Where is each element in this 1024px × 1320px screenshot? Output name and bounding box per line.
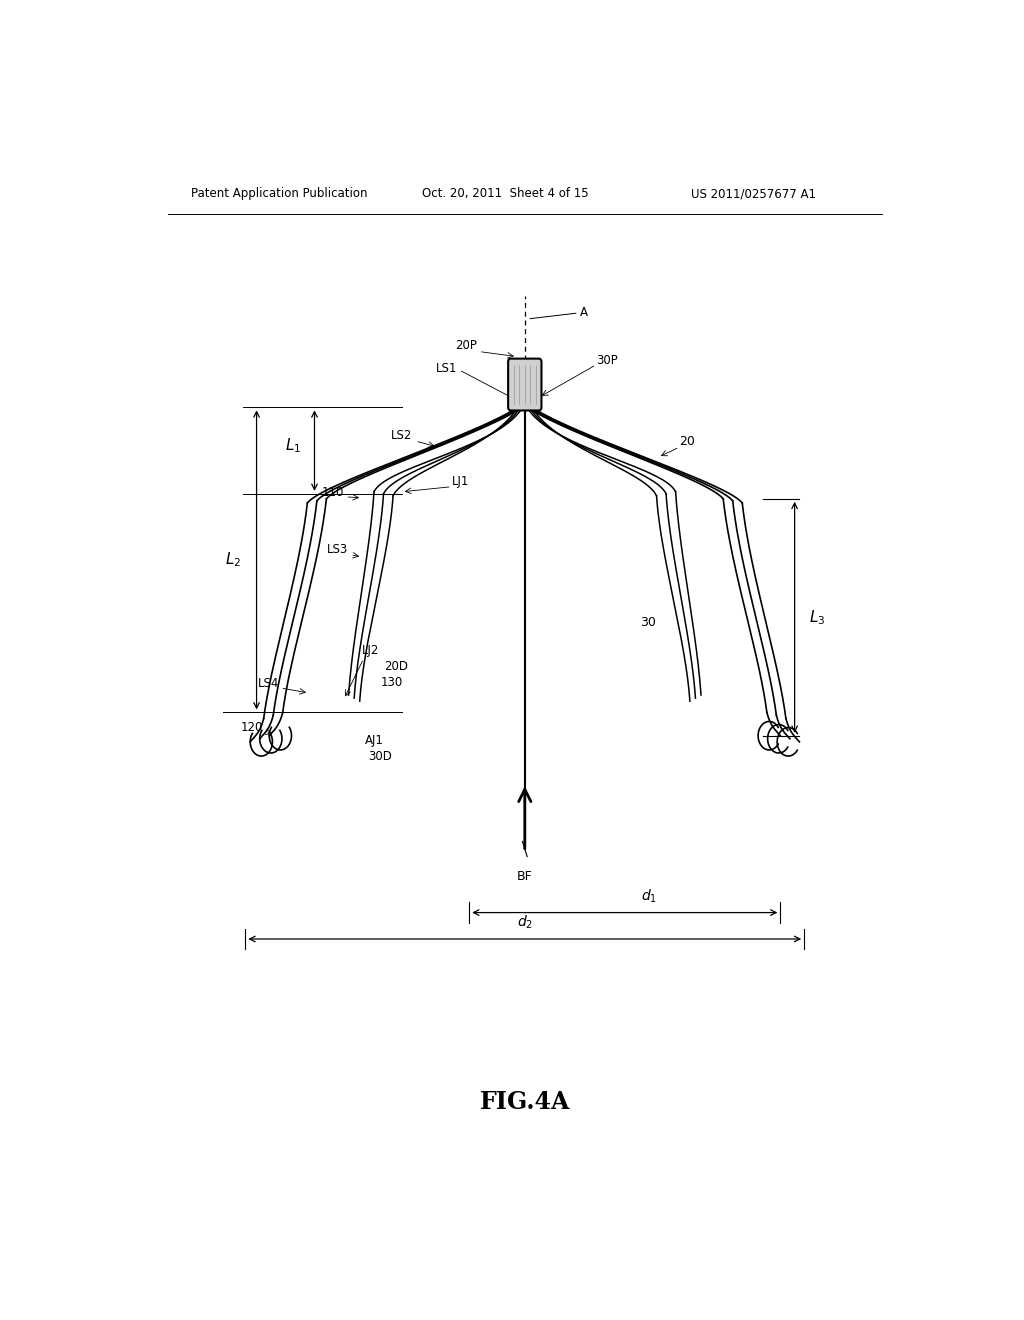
Text: A: A: [581, 306, 589, 319]
FancyBboxPatch shape: [508, 359, 542, 411]
Text: $d_2$: $d_2$: [517, 913, 532, 931]
Text: LJ1: LJ1: [452, 475, 469, 487]
Text: $L_1$: $L_1$: [285, 436, 301, 455]
Text: Patent Application Publication: Patent Application Publication: [191, 187, 368, 201]
Text: 30: 30: [640, 616, 655, 628]
Text: BF: BF: [517, 870, 532, 883]
Text: 20D: 20D: [384, 660, 409, 673]
Text: 120: 120: [241, 721, 263, 734]
Text: FIG.4A: FIG.4A: [479, 1089, 570, 1114]
Text: 130: 130: [380, 676, 402, 689]
Text: $d_1$: $d_1$: [641, 887, 656, 904]
Text: 110: 110: [322, 486, 344, 499]
Text: AJ1: AJ1: [365, 734, 383, 747]
Text: LS1: LS1: [436, 362, 458, 375]
Text: LJ2: LJ2: [362, 644, 380, 657]
Text: $L_2$: $L_2$: [224, 550, 241, 569]
Text: US 2011/0257677 A1: US 2011/0257677 A1: [691, 187, 816, 201]
Text: LS2: LS2: [391, 429, 412, 442]
Text: Oct. 20, 2011  Sheet 4 of 15: Oct. 20, 2011 Sheet 4 of 15: [422, 187, 588, 201]
Text: 30D: 30D: [369, 750, 392, 763]
Text: 20: 20: [680, 436, 695, 447]
Text: LS4: LS4: [257, 677, 279, 690]
Text: LS3: LS3: [328, 543, 348, 556]
Text: $L_3$: $L_3$: [809, 609, 825, 627]
Text: 30P: 30P: [596, 354, 617, 367]
Text: 20P: 20P: [456, 339, 477, 352]
